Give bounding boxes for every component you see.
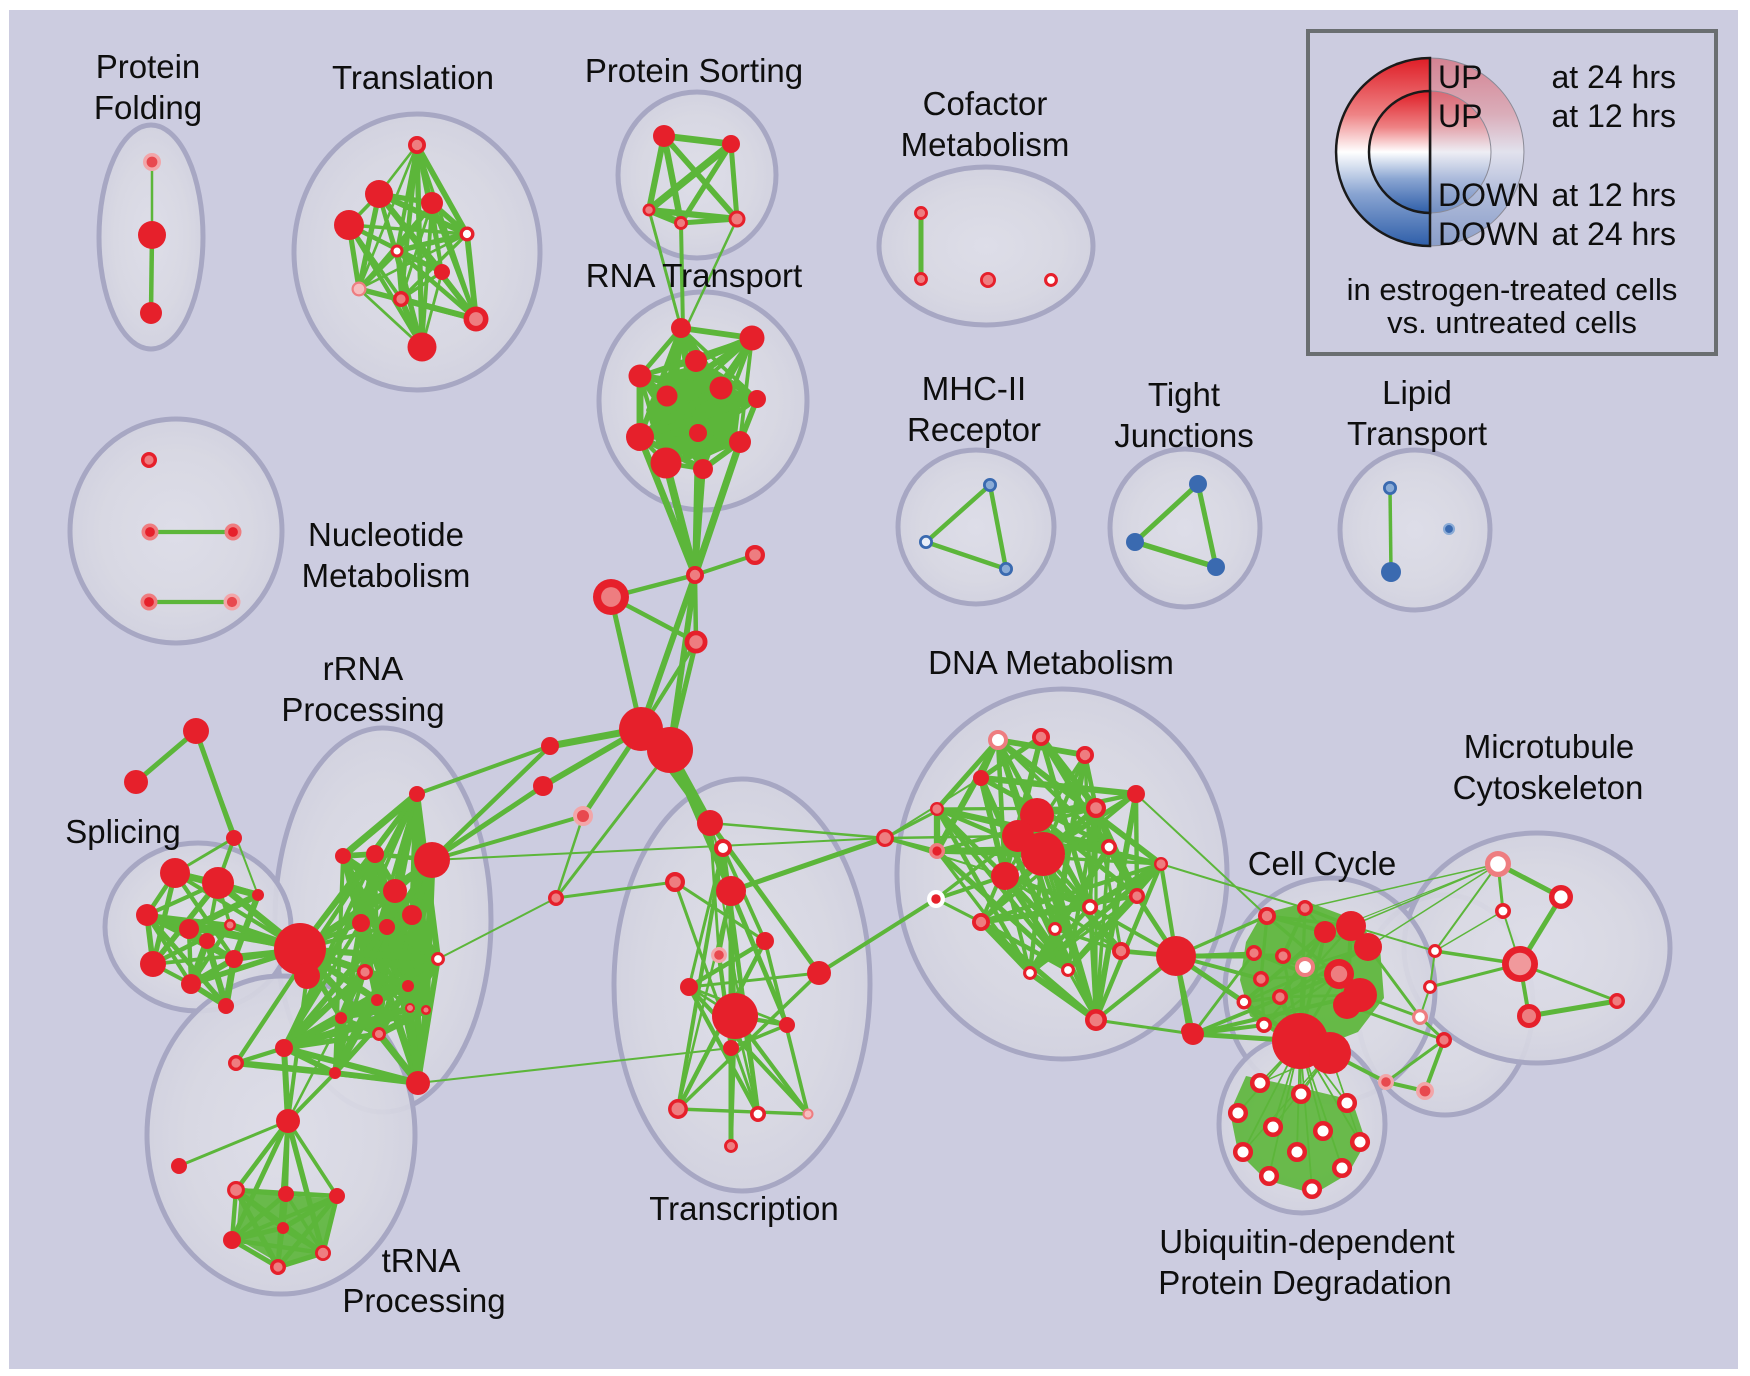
svg-text:at 12 hrs: at 12 hrs	[1551, 177, 1676, 213]
svg-text:Protein Degradation: Protein Degradation	[1158, 1264, 1452, 1301]
svg-text:Metabolism: Metabolism	[302, 557, 471, 594]
svg-text:vs. untreated cells: vs. untreated cells	[1387, 305, 1637, 340]
svg-text:Ubiquitin-dependent: Ubiquitin-dependent	[1159, 1223, 1454, 1260]
svg-text:Receptor: Receptor	[907, 411, 1041, 448]
svg-text:tRNA: tRNA	[382, 1242, 461, 1279]
svg-text:DOWN: DOWN	[1438, 216, 1539, 252]
svg-text:at 24 hrs: at 24 hrs	[1551, 59, 1676, 95]
svg-text:in estrogen-treated cells: in estrogen-treated cells	[1347, 272, 1678, 307]
svg-text:Translation: Translation	[332, 59, 494, 96]
svg-text:Protein Sorting: Protein Sorting	[585, 52, 803, 89]
svg-text:RNA Transport: RNA Transport	[586, 257, 802, 294]
svg-text:Nucleotide: Nucleotide	[308, 516, 464, 553]
svg-text:Processing: Processing	[342, 1282, 505, 1319]
svg-text:Cell Cycle: Cell Cycle	[1248, 845, 1397, 882]
svg-text:Protein: Protein	[96, 48, 201, 85]
svg-text:at 12 hrs: at 12 hrs	[1551, 98, 1676, 134]
svg-text:Tight: Tight	[1148, 376, 1220, 413]
svg-text:Lipid: Lipid	[1382, 374, 1452, 411]
svg-text:Transport: Transport	[1347, 415, 1487, 452]
svg-text:DNA Metabolism: DNA Metabolism	[928, 644, 1174, 681]
svg-text:Cofactor: Cofactor	[923, 85, 1048, 122]
svg-text:Processing: Processing	[281, 691, 444, 728]
svg-text:DOWN: DOWN	[1438, 177, 1539, 213]
svg-text:Microtubule: Microtubule	[1464, 728, 1635, 765]
svg-text:Splicing: Splicing	[65, 813, 181, 850]
svg-text:Cytoskeleton: Cytoskeleton	[1453, 769, 1644, 806]
svg-text:Junctions: Junctions	[1114, 417, 1253, 454]
svg-text:UP: UP	[1438, 59, 1482, 95]
svg-text:Folding: Folding	[94, 89, 202, 126]
svg-text:UP: UP	[1438, 98, 1482, 134]
svg-text:MHC-II: MHC-II	[922, 370, 1026, 407]
svg-text:Metabolism: Metabolism	[901, 126, 1070, 163]
svg-text:at 24 hrs: at 24 hrs	[1551, 216, 1676, 252]
svg-text:rRNA: rRNA	[323, 650, 404, 687]
svg-text:Transcription: Transcription	[649, 1190, 839, 1227]
